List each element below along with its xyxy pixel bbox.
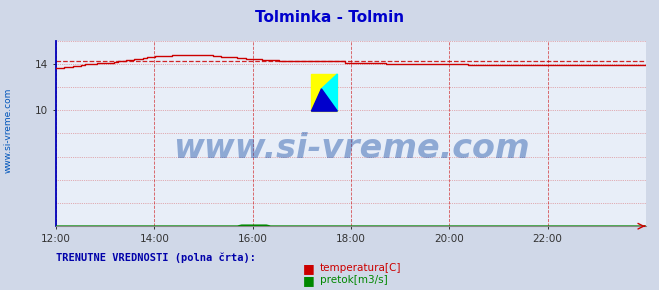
Text: TRENUTNE VREDNOSTI (polna črta):: TRENUTNE VREDNOSTI (polna črta): [56,252,256,263]
Text: Tolminka - Tolmin: Tolminka - Tolmin [255,10,404,25]
Text: www.si-vreme.com: www.si-vreme.com [3,88,13,173]
Text: ■: ■ [303,274,315,287]
Text: pretok[m3/s]: pretok[m3/s] [320,275,387,284]
Polygon shape [312,74,337,111]
Text: ■: ■ [303,262,315,275]
Text: www.si-vreme.com: www.si-vreme.com [173,132,529,165]
Text: temperatura[C]: temperatura[C] [320,263,401,273]
Polygon shape [312,89,337,111]
Polygon shape [322,74,337,111]
